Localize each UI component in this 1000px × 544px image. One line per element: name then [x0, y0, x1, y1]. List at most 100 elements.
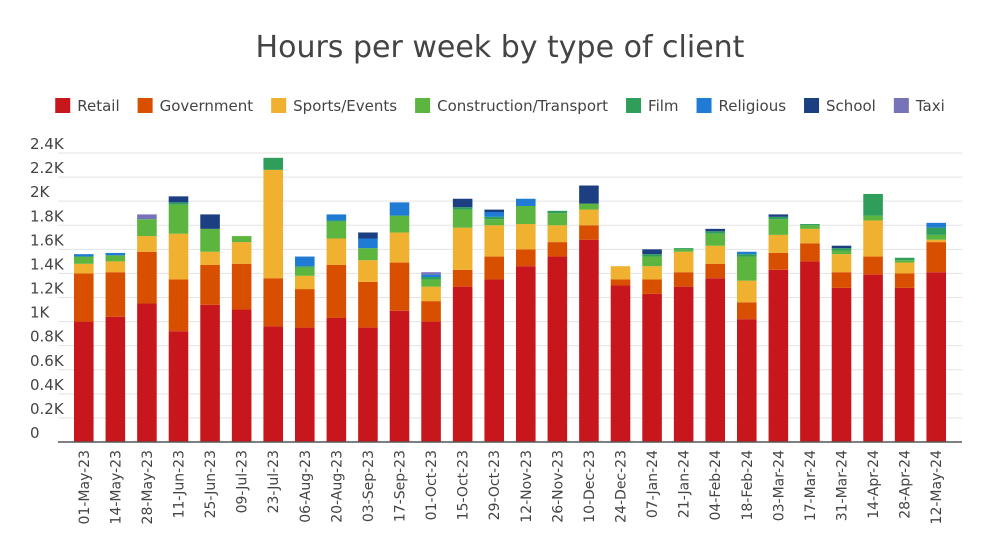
bar-segment-retail	[231, 309, 252, 442]
bar-segment-construction-transport	[642, 256, 662, 267]
bar-segment-film	[168, 202, 189, 205]
bar-segment-retail	[926, 272, 947, 442]
bar-segment-sports-events	[642, 266, 662, 280]
bar-segment-government	[579, 225, 599, 240]
bar-segment-film	[705, 231, 726, 234]
bar-segment-construction-transport	[484, 219, 505, 226]
bar-stack	[610, 266, 631, 442]
bar-segment-retail	[768, 269, 789, 442]
bar-segment-government	[105, 272, 126, 317]
y-tick-label: 0.4K	[30, 376, 65, 394]
x-tick-label: 20-Aug-23	[329, 450, 345, 523]
bar-segment-sports-events	[73, 263, 94, 274]
bar-segment-government	[547, 242, 568, 257]
legend-label: Religious	[719, 97, 787, 115]
x-tick-label: 06-Aug-23	[298, 450, 314, 523]
x-tick-label: 11-Jun-23	[172, 450, 188, 518]
y-tick-label: 1.8K	[30, 207, 65, 225]
bar-segment-school	[452, 198, 473, 208]
legend-item: Government	[137, 97, 253, 115]
bar-segment-sports-events	[831, 254, 852, 273]
bar-segment-government	[263, 278, 284, 327]
legend-swatch	[55, 98, 71, 113]
legend-swatch	[893, 98, 909, 113]
bar-segment-sports-events	[610, 266, 631, 280]
bar-segment-religious	[294, 256, 315, 267]
bar-stack	[894, 257, 915, 442]
bar-segment-retail	[863, 274, 883, 442]
bar-segment-sports-events	[389, 232, 410, 263]
y-tick-label: 2.2K	[30, 159, 65, 177]
bar-stack	[863, 193, 883, 442]
x-tick-label: 09-Jul-23	[235, 450, 251, 513]
legend-item: Sports/Events	[271, 97, 397, 115]
y-tick-label: 2K	[30, 183, 51, 201]
bar-segment-film	[547, 210, 568, 214]
bar-segment-government	[705, 263, 726, 279]
bar-segment-film	[484, 216, 505, 220]
bar-stack	[800, 224, 820, 442]
bar-stack	[421, 272, 441, 442]
bar-stack	[736, 251, 757, 442]
bar-segment-sports-events	[358, 260, 378, 282]
bar-segment-construction-transport	[768, 219, 789, 235]
bar-segment-retail	[579, 239, 599, 442]
bar-segment-construction-transport	[452, 209, 473, 228]
bar-segment-government	[736, 302, 757, 320]
bar-stack	[168, 196, 189, 442]
bar-segment-film	[768, 216, 789, 220]
bar-segment-sports-events	[736, 280, 757, 303]
bar-segment-government	[231, 263, 252, 310]
bar-stack	[263, 157, 284, 442]
bar-segment-construction-transport	[705, 233, 726, 246]
legend-swatch	[626, 98, 642, 113]
bar-segment-sports-events	[294, 275, 315, 290]
bar-segment-government	[358, 281, 378, 328]
bar-segment-construction-transport	[515, 205, 536, 225]
bar-segment-religious	[736, 251, 757, 255]
bar-segment-film	[926, 227, 947, 235]
bar-segment-government	[389, 262, 410, 311]
bar-segment-retail	[642, 293, 662, 442]
bar-segment-government	[926, 242, 947, 273]
bar-stacks	[73, 157, 947, 442]
bar-segment-school	[358, 232, 378, 239]
bar-stack	[831, 245, 852, 442]
bar-stack	[105, 252, 126, 442]
bar-segment-sports-events	[105, 261, 126, 273]
bar-segment-school	[579, 185, 599, 204]
bar-stack	[642, 249, 662, 442]
legend-item: Religious	[696, 97, 787, 115]
bar-segment-film	[294, 266, 315, 268]
bar-segment-film	[673, 248, 694, 250]
x-tick-label: 04-Feb-24	[708, 450, 724, 521]
bar-segment-retail	[137, 303, 157, 442]
bar-stack	[358, 232, 378, 442]
bar-segment-retail	[831, 287, 852, 442]
bar-segment-school	[768, 214, 789, 217]
legend-label: Film	[648, 97, 678, 115]
bar-stack	[200, 214, 220, 442]
x-tick-label: 29-Oct-23	[487, 450, 503, 520]
bar-segment-construction-transport	[168, 204, 189, 234]
x-tick-label: 14-Apr-24	[866, 450, 882, 519]
legend-swatch	[271, 98, 287, 113]
bar-segment-film	[452, 207, 473, 210]
bar-segment-government	[326, 264, 347, 318]
bar-segment-government	[452, 269, 473, 287]
x-tick-label: 26-Nov-23	[550, 450, 566, 523]
bar-segment-government	[294, 289, 315, 328]
bar-segment-sports-events	[231, 242, 252, 264]
bar-segment-government	[200, 264, 220, 305]
bar-segment-religious	[326, 214, 347, 221]
x-tick-label: 18-Feb-24	[740, 450, 756, 521]
bar-segment-religious	[358, 238, 378, 249]
bar-segment-sports-events	[326, 238, 347, 265]
bar-segment-sports-events	[168, 233, 189, 280]
bar-segment-sports-events	[263, 169, 284, 279]
y-tick-label: 1.4K	[30, 255, 65, 273]
y-tick-label: 1K	[30, 304, 51, 322]
bar-segment-government	[800, 243, 820, 262]
bar-stack	[484, 209, 505, 442]
bar-segment-retail	[673, 286, 694, 442]
